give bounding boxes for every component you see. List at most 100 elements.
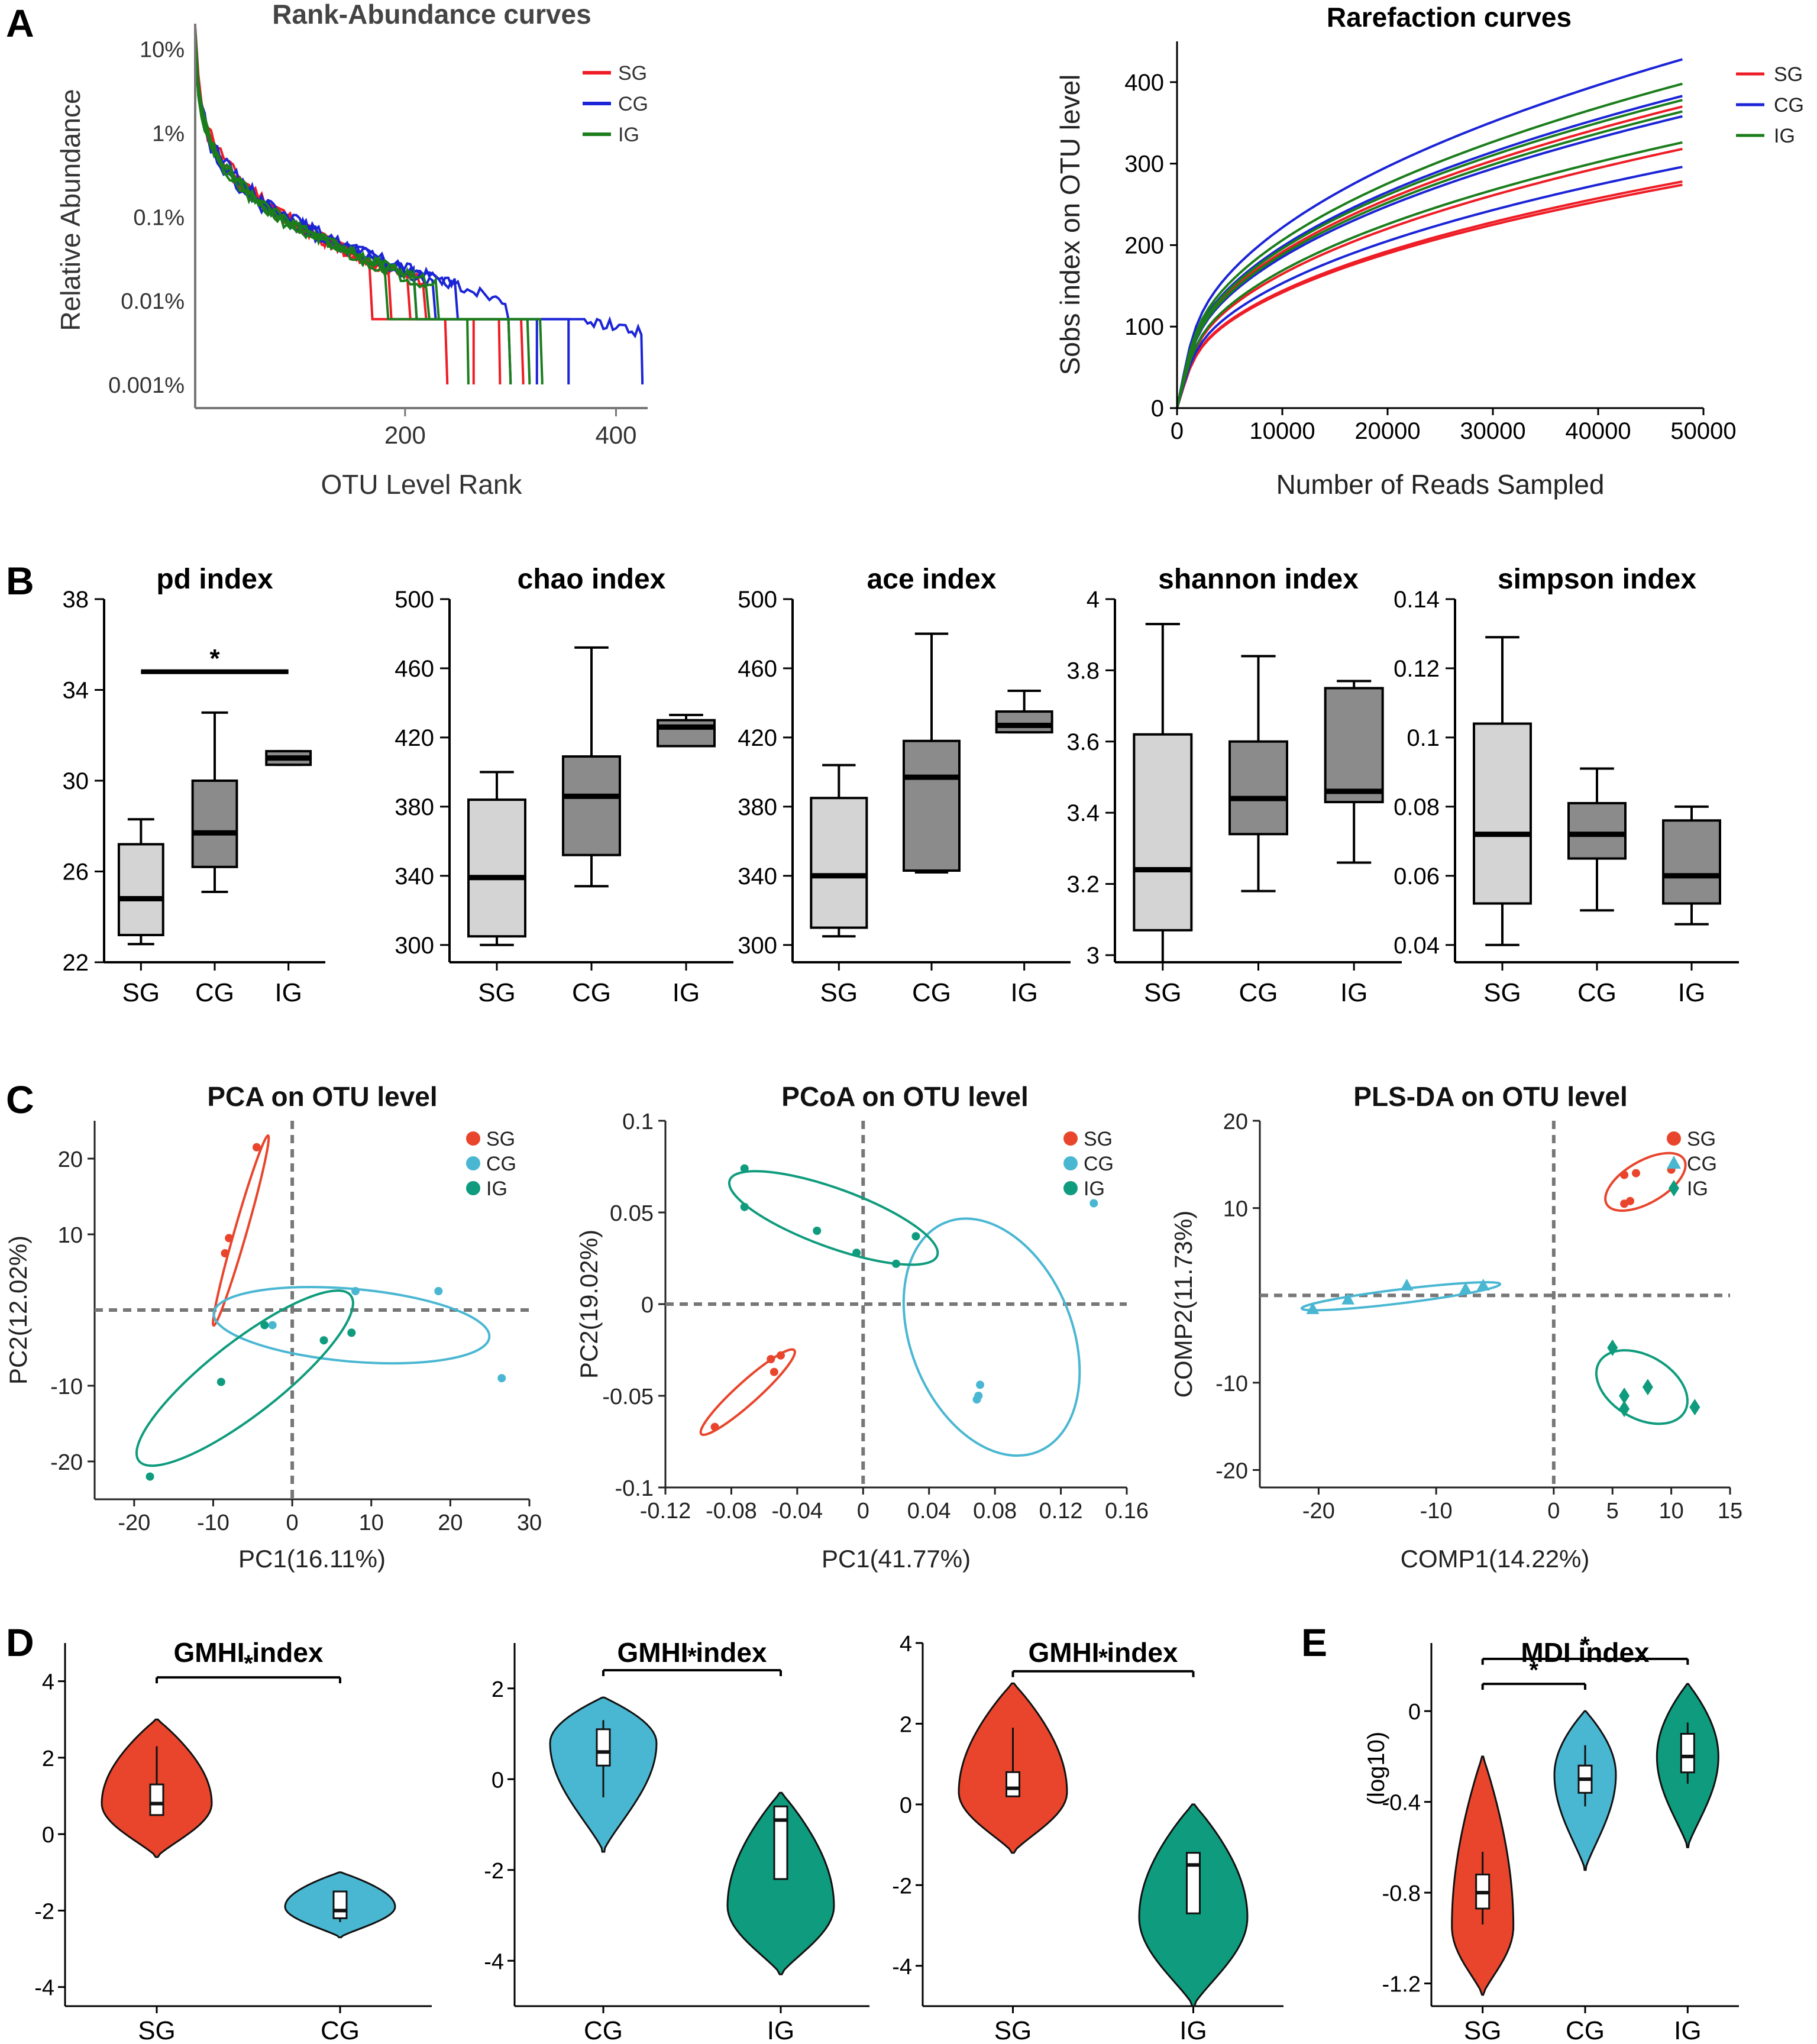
pca-point-SG [252,1143,261,1152]
pcoa-legend-marker [1063,1156,1078,1170]
rarefaction-series-CG [1176,166,1683,409]
plsda-xtick: 5 [1606,1499,1619,1524]
pca-xtick: 30 [517,1511,542,1535]
pd-index-title: pd index [156,564,273,595]
pcoa-point-SG [777,1351,785,1360]
mdi-violin-box-IG [1680,1733,1695,1774]
rarefaction-series-SG [1176,147,1683,409]
pcoa-point-IG [740,1202,749,1211]
pca-xtick: 10 [359,1511,384,1535]
rarefaction-ytick: 100 [1124,314,1164,340]
chao-index-ytick: 460 [395,656,434,682]
pcoa-ylabel: PC2(19.02%) [575,1230,603,1379]
ace-index-xtick: SG [820,978,858,1007]
rank-abundance-ytick: 10% [140,38,185,63]
pca-point-SG [225,1234,234,1243]
rank-abundance-legend-label: SG [618,62,647,85]
shannon-index-box-CG [1228,655,1288,892]
pca-ellipse-SG [212,1134,270,1327]
plsda-ytick: 10 [1223,1197,1248,1222]
plsda-point-CG [1400,1279,1414,1291]
chao-index-box-CG [562,646,621,888]
simpson-index-box-SG [1473,636,1532,946]
gmhi-cg-ig-ytick: -2 [484,1859,504,1884]
rank-abundance-series-SG [194,26,449,384]
pca-legend-label: SG [486,1128,515,1150]
pcoa-point-IG [740,1164,749,1173]
box-body [995,710,1053,734]
gmhi-sg-ig-ytick: 0 [900,1793,912,1818]
gmhi-cg-ig-ytick: 2 [492,1677,504,1702]
gmhi-sg-cg-chart: GMHI index -4 -2 0 2 4 SG CG * [34,1637,432,2044]
plsda-point-IG [1689,1399,1700,1416]
rank-abundance-ytick: 0.001% [108,373,185,398]
rarefaction-xlabel: Number of Reads Sampled [1276,469,1605,500]
rarefaction-series-CG [1176,95,1683,409]
rarefaction-chart: Rarefaction curves 0 100 200 300 400 0 10000 200… [1055,2,1804,500]
box-body [562,755,621,856]
pcoa-xlabel: PC1(41.77%) [822,1545,971,1573]
pcoa-xtick: 0.12 [1039,1499,1083,1524]
rarefaction-series-SG [1176,180,1683,409]
box-body [1567,802,1627,860]
ace-index-ytick: 420 [738,725,777,751]
rank-abundance-xtick: 200 [384,421,426,449]
mdi-significance-label: * [1530,1657,1539,1683]
simpson-index-chart: simpson index 0.04 0.06 0.08 0.1 0.12 0.14 SG CG… [1394,564,1739,1007]
panel-letter-b: B [6,559,34,603]
simpson-index-xtick: IG [1678,978,1705,1007]
rarefaction-series-CG [1176,115,1683,409]
pca-ytick: -20 [50,1450,83,1475]
box-body [903,739,961,872]
pd-index-box-CG [191,711,238,894]
simpson-index-xtick: CG [1577,978,1616,1007]
gmhi-sg-ig-ytick: -4 [892,1955,912,1980]
box-body [810,797,868,929]
pcoa-point-IG [813,1227,822,1235]
box-body [1228,740,1288,836]
pcoa-point-IG [892,1259,900,1268]
pd-index-ytick: 26 [63,859,89,885]
plsda-point-SG [1626,1196,1635,1205]
simpson-index-ytick: 0.04 [1394,933,1440,959]
rarefaction-xtick: 10000 [1249,418,1315,444]
rarefaction-series-IG [1176,141,1683,409]
rarefaction-title: Rarefaction curves [1327,2,1572,33]
simpson-index-ytick: 0.08 [1394,794,1440,820]
plsda-point-IG [1619,1401,1630,1418]
simpson-index-ytick: 0.12 [1394,656,1440,682]
ace-index-ytick: 460 [738,656,777,682]
rank-abundance-chart: Rank-Abundance curves 10% 1% 0.1% 0.01% 0.001… [55,0,648,500]
gmhi-sg-ig-ytick: -2 [892,1874,912,1899]
pcoa-ellipse-SG [699,1348,796,1436]
gmhi-sg-ig-xtick: IG [1179,2016,1207,2044]
pca-xtick: -10 [197,1511,229,1535]
gmhi-cg-ig-ytick: 0 [492,1768,504,1793]
rank-abundance-ylabel: Relative Abundance [55,89,86,331]
mdi-ytick: 0 [1408,1700,1421,1725]
rank-abundance-series-SG [194,34,502,384]
plsda-ytick: 20 [1223,1110,1248,1134]
pcoa-xtick: -0.04 [772,1499,823,1524]
ace-index-box-CG [903,632,961,874]
rarefaction-ytick: 0 [1151,396,1164,422]
gmhi-sg-ig-title: GMHI index [1028,1637,1178,1668]
pca-ytick: 20 [58,1147,83,1172]
rarefaction-legend-label: IG [1774,125,1795,147]
rank-abundance-series-IG [194,29,470,384]
ace-index-xtick: CG [912,978,951,1007]
rarefaction-xtick: 40000 [1565,418,1631,444]
gmhi-sg-cg-ytick: 0 [42,1823,54,1848]
pca-xlabel: PC1(16.11%) [238,1545,386,1573]
pcoa-chart: PCoA on OTU level -0.12 -0.08 -0.04 0 0.04 0.0… [575,1081,1149,1573]
plsda-point-IG [1607,1339,1618,1356]
mdi-ytick: -1.2 [1382,1972,1421,1997]
rarefaction-series-IG [1176,110,1683,409]
rarefaction-xtick: 0 [1171,418,1184,444]
ace-index-box-SG [810,764,868,938]
shannon-index-ytick: 3.6 [1066,729,1100,755]
shannon-index-ytick: 3.2 [1066,872,1100,898]
gmhi-sg-cg-ytick: -2 [34,1899,54,1924]
gmhi-sg-ig-chart: GMHI index -4 -2 0 2 4 SG IG * [892,1632,1283,2044]
pca-point-CG [434,1287,443,1295]
